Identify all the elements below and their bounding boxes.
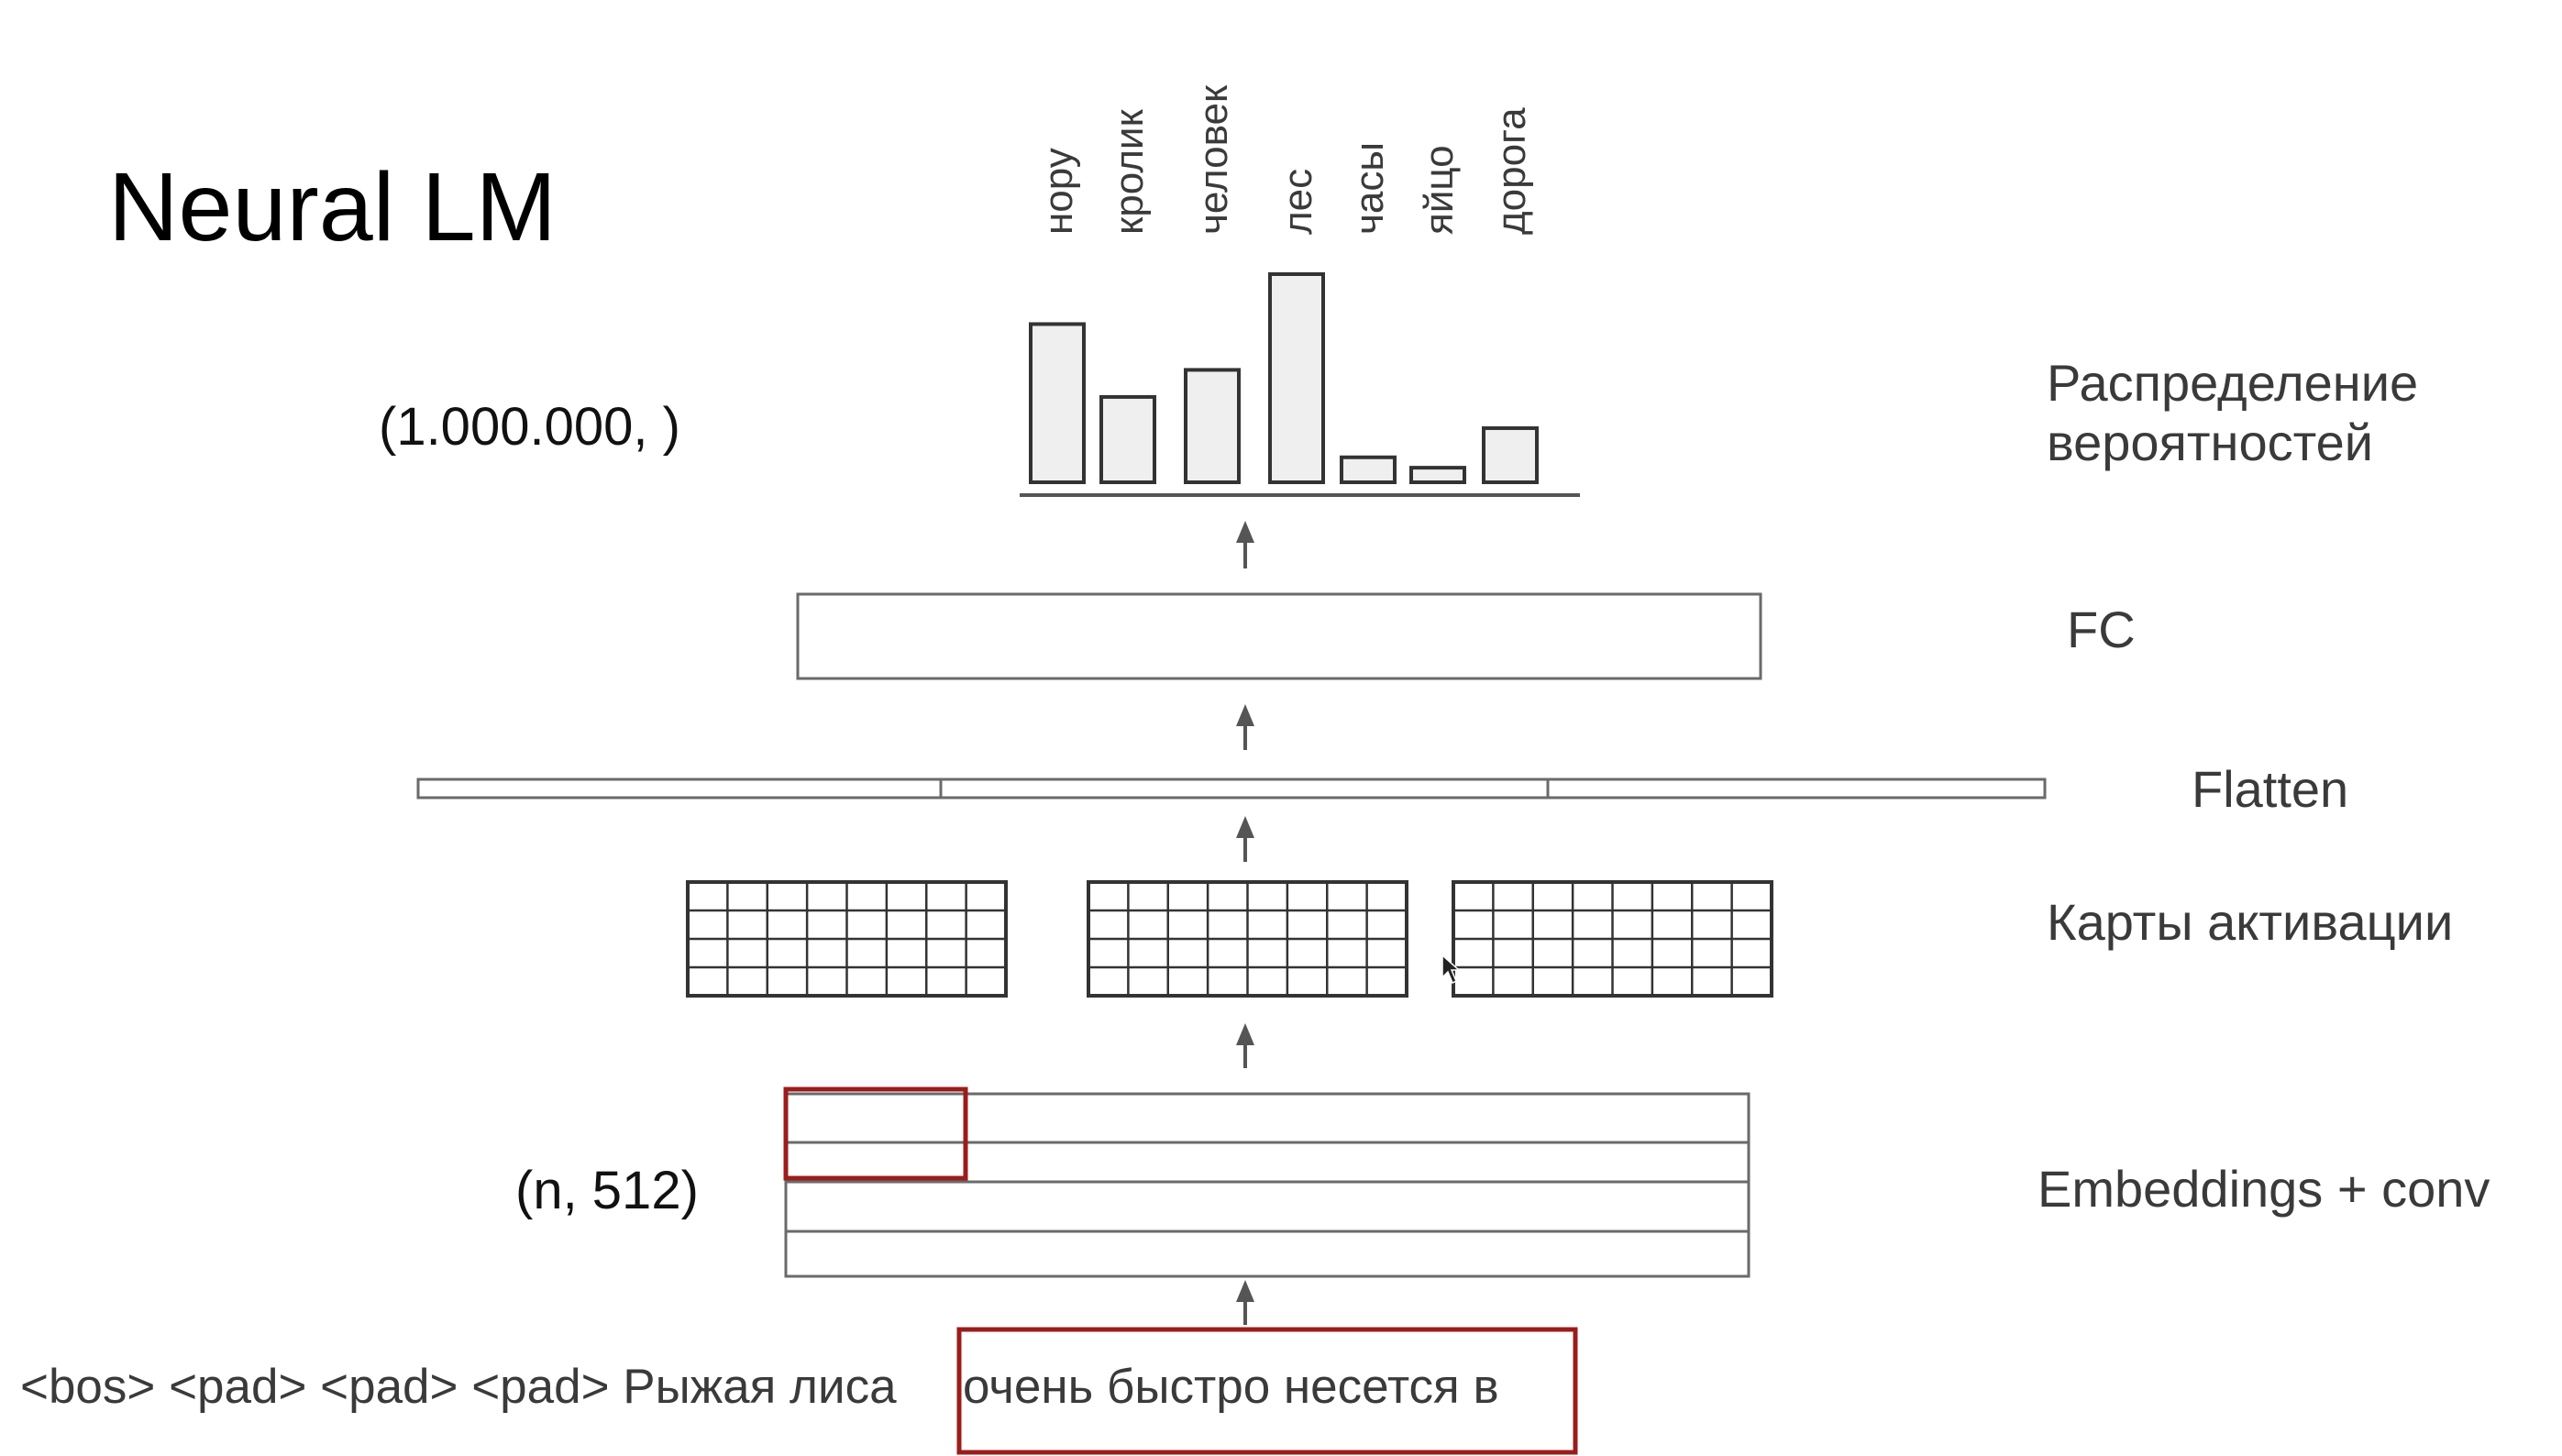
flatten-vector (416, 778, 2047, 800)
context-window-highlight (956, 1327, 1578, 1455)
distribution-label: Распределение вероятностей (2047, 354, 2433, 471)
activation-map-3 (1452, 880, 1773, 998)
flatten-label: Flatten (2192, 760, 2348, 818)
bars-group (1029, 272, 1539, 485)
arrow-to-distribution (1236, 521, 1254, 568)
input-sentence-prefix: <bos> <pad> <pad> <pad> Рыжая лиса (20, 1360, 897, 1414)
word-labels-group: нору кролик человек лес часы яйцо дорога (1036, 84, 1534, 235)
arrow-to-flatten (1236, 816, 1254, 862)
word-label: нору (1036, 148, 1081, 235)
input-sentence-window: очень быстро несется в (963, 1360, 1499, 1414)
prob-bar-дорога (1482, 425, 1539, 485)
arrow-to-fc (1236, 704, 1254, 750)
slide-title: Neural LM (108, 153, 557, 261)
embeddings-matrix (783, 1086, 1750, 1278)
activation-map-1 (686, 880, 1008, 998)
fc-layer-box (796, 592, 1762, 680)
activation-maps-label: Карты активации (2047, 893, 2453, 951)
prob-bar-нору (1029, 322, 1086, 485)
distribution-label-line-2: вероятностей (2047, 414, 2373, 471)
input-shape-label: (n, 512) (515, 1161, 699, 1220)
flatten-segment-2 (939, 778, 1550, 800)
prob-bar-кролик (1099, 394, 1156, 484)
embeddings-conv-label: Embeddings + conv (2037, 1160, 2490, 1218)
conv-window-highlight (783, 1086, 968, 1181)
word-label: человек (1191, 84, 1236, 235)
output-shape-label: (1.000.000, ) (379, 397, 680, 457)
probability-bar-chart: нору кролик человек лес часы яйцо дорога (1020, 84, 1580, 497)
word-label: яйцо (1417, 145, 1462, 235)
distribution-label-line-1: Распределение (2047, 354, 2418, 412)
flatten-segment-3 (1546, 778, 2047, 800)
activation-maps (686, 880, 1773, 998)
activation-map-2 (1087, 880, 1408, 998)
word-label: дорога (1489, 107, 1534, 235)
prob-bar-яйцо (1409, 466, 1466, 484)
word-label: часы (1347, 142, 1392, 235)
word-label: лес (1275, 169, 1320, 235)
prob-bar-человек (1184, 368, 1241, 485)
word-label: кролик (1107, 109, 1152, 235)
prob-bar-часы (1340, 455, 1397, 485)
arrow-to-embeddings (1236, 1280, 1254, 1325)
fc-label: FC (2067, 601, 2136, 658)
flatten-segment-1 (416, 778, 943, 800)
mouse-cursor-icon (1441, 954, 1461, 985)
prob-bar-лес (1268, 272, 1325, 484)
arrow-to-activation-maps (1236, 1023, 1254, 1068)
embeddings-box (784, 1092, 1750, 1278)
